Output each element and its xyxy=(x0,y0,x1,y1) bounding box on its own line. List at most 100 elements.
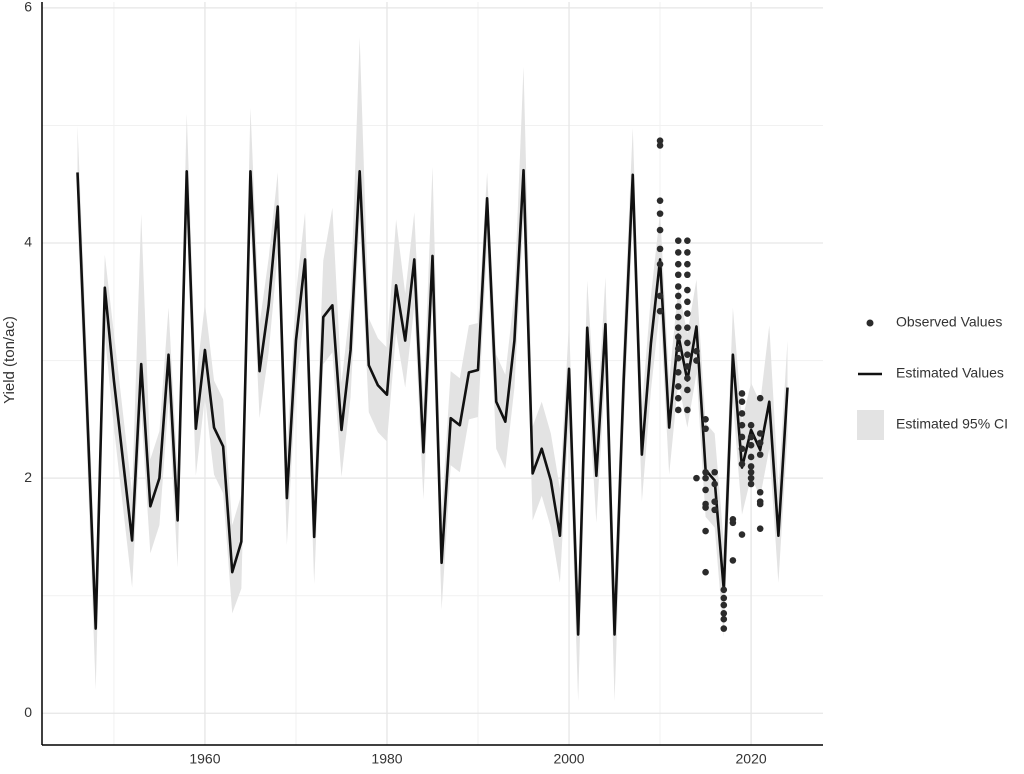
observed-point xyxy=(756,439,764,447)
observed-point xyxy=(684,374,691,382)
observed-point xyxy=(720,610,728,617)
observed-point xyxy=(738,531,746,538)
observed-point xyxy=(720,586,728,594)
observed-point xyxy=(720,625,728,632)
observed-point xyxy=(747,433,755,441)
observed-point xyxy=(684,310,691,317)
observed-point xyxy=(674,354,682,362)
observed-point xyxy=(674,292,682,300)
x-tick-label: 1960 xyxy=(189,751,220,767)
observed-point xyxy=(684,260,691,268)
observed-point xyxy=(702,568,709,576)
legend-label: Estimated Values xyxy=(896,365,1004,381)
observed-point xyxy=(674,383,682,390)
observed-point xyxy=(674,313,682,321)
observed-point xyxy=(674,271,682,279)
observed-point xyxy=(738,445,746,453)
observed-point xyxy=(684,271,691,279)
observed-point xyxy=(702,474,709,482)
observed-point xyxy=(693,347,700,355)
observed-point xyxy=(702,527,709,535)
legend-label: Estimated 95% CI xyxy=(896,416,1008,432)
observed-point xyxy=(674,406,682,414)
observed-point xyxy=(684,406,691,414)
x-tick-label: 2000 xyxy=(553,751,584,767)
observed-point xyxy=(756,394,764,402)
observed-point xyxy=(711,506,718,514)
observed-point xyxy=(674,333,682,341)
observed-point xyxy=(747,463,755,470)
observed-point xyxy=(684,386,691,394)
observed-point xyxy=(656,292,664,300)
observed-point xyxy=(674,303,682,310)
observed-point xyxy=(747,468,755,476)
observed-point xyxy=(702,468,709,476)
observed-point xyxy=(693,357,700,364)
observed-point xyxy=(674,249,682,256)
observed-point xyxy=(747,421,755,429)
observed-point xyxy=(674,345,682,353)
legend-symbol xyxy=(857,410,884,440)
observed-point xyxy=(656,137,664,145)
observed-point xyxy=(684,237,691,244)
x-tick-label: 2020 xyxy=(736,751,767,767)
observed-point xyxy=(684,249,691,256)
observed-point xyxy=(684,324,691,331)
observed-point xyxy=(674,369,682,376)
observed-point xyxy=(747,441,755,449)
observed-point xyxy=(720,601,728,609)
observed-point xyxy=(720,615,728,623)
observed-point xyxy=(656,307,664,315)
observed-point xyxy=(747,453,755,461)
observed-point xyxy=(738,390,746,397)
observed-point xyxy=(702,504,709,511)
x-tick-label: 1980 xyxy=(371,751,402,767)
observed-point xyxy=(674,260,682,268)
observed-point xyxy=(738,398,746,406)
observed-point xyxy=(711,498,718,505)
observed-point xyxy=(702,416,709,423)
observed-point xyxy=(747,480,755,488)
observed-point xyxy=(738,460,746,468)
observed-point xyxy=(738,421,746,429)
observed-point xyxy=(729,557,737,564)
legend-symbol xyxy=(866,319,874,327)
observed-point xyxy=(756,500,764,508)
observed-point xyxy=(674,324,682,331)
observed-point xyxy=(693,474,700,482)
y-tick-label: 2 xyxy=(24,469,32,485)
observed-point xyxy=(684,286,691,294)
observed-point xyxy=(729,519,737,527)
observed-point xyxy=(720,594,728,602)
y-tick-label: 6 xyxy=(24,0,32,15)
observed-point xyxy=(756,488,764,496)
observed-point xyxy=(656,245,664,253)
observed-point xyxy=(656,226,664,234)
observed-point xyxy=(684,298,691,306)
observed-point xyxy=(738,410,746,417)
observed-point xyxy=(738,433,746,441)
observed-point xyxy=(656,197,664,204)
observed-point xyxy=(756,525,764,532)
ci-band xyxy=(77,37,788,702)
observed-point xyxy=(711,480,718,488)
observed-point xyxy=(674,237,682,244)
legend-label: Observed Values xyxy=(896,314,1002,330)
observed-point xyxy=(684,339,691,347)
observed-point xyxy=(756,430,764,437)
observed-point xyxy=(656,260,664,268)
estimate-line xyxy=(76,168,789,636)
observed-point xyxy=(684,363,691,370)
observed-point xyxy=(674,283,682,290)
observed-point xyxy=(702,486,709,494)
observed-point xyxy=(656,142,664,149)
observed-point xyxy=(674,394,682,402)
observed-point xyxy=(684,351,691,358)
observed-point xyxy=(756,451,764,458)
y-tick-label: 4 xyxy=(24,234,32,250)
observed-point xyxy=(747,474,755,482)
y-axis-label: Yield (ton/ac) xyxy=(1,316,18,404)
observed-point xyxy=(702,425,709,433)
observed-point xyxy=(656,210,664,217)
